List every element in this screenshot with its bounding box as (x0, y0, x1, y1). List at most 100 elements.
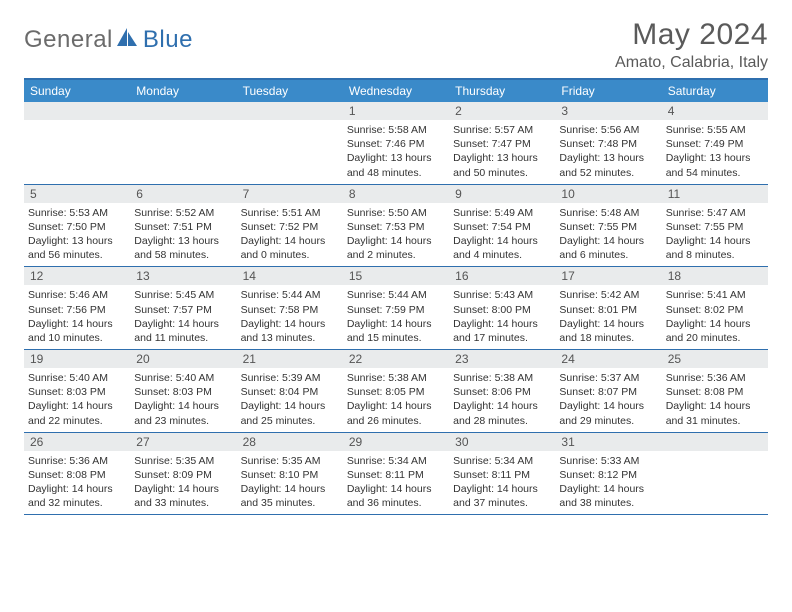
day-header: Wednesday (343, 80, 449, 102)
daylight-line2: and 8 minutes. (666, 248, 764, 262)
daylight-line1: Daylight: 14 hours (666, 399, 764, 413)
day-cell (237, 102, 343, 184)
daylight-line1: Daylight: 14 hours (559, 482, 657, 496)
sunset-text: Sunset: 7:49 PM (666, 137, 764, 151)
daylight-line2: and 23 minutes. (134, 414, 232, 428)
day-details: Sunrise: 5:38 AMSunset: 8:05 PMDaylight:… (347, 371, 445, 428)
day-number: 5 (24, 185, 130, 203)
day-details: Sunrise: 5:55 AMSunset: 7:49 PMDaylight:… (666, 123, 764, 180)
sunset-text: Sunset: 7:55 PM (559, 220, 657, 234)
day-number: 18 (662, 267, 768, 285)
day-number: 9 (449, 185, 555, 203)
day-cell: 26Sunrise: 5:36 AMSunset: 8:08 PMDayligh… (24, 433, 130, 515)
sunrise-text: Sunrise: 5:43 AM (453, 288, 551, 302)
daylight-line2: and 31 minutes. (666, 414, 764, 428)
day-details: Sunrise: 5:43 AMSunset: 8:00 PMDaylight:… (453, 288, 551, 345)
day-number: 29 (343, 433, 449, 451)
day-cell: 31Sunrise: 5:33 AMSunset: 8:12 PMDayligh… (555, 433, 661, 515)
day-number: 25 (662, 350, 768, 368)
week-row: 1Sunrise: 5:58 AMSunset: 7:46 PMDaylight… (24, 102, 768, 185)
sunset-text: Sunset: 7:51 PM (134, 220, 232, 234)
day-number: 13 (130, 267, 236, 285)
day-cell: 3Sunrise: 5:56 AMSunset: 7:48 PMDaylight… (555, 102, 661, 184)
day-cell: 16Sunrise: 5:43 AMSunset: 8:00 PMDayligh… (449, 267, 555, 349)
day-cell: 15Sunrise: 5:44 AMSunset: 7:59 PMDayligh… (343, 267, 449, 349)
daylight-line1: Daylight: 14 hours (134, 317, 232, 331)
sunrise-text: Sunrise: 5:44 AM (347, 288, 445, 302)
day-number (237, 102, 343, 120)
sunrise-text: Sunrise: 5:35 AM (134, 454, 232, 468)
daylight-line1: Daylight: 14 hours (666, 234, 764, 248)
week-row: 12Sunrise: 5:46 AMSunset: 7:56 PMDayligh… (24, 267, 768, 350)
sunset-text: Sunset: 8:02 PM (666, 303, 764, 317)
daylight-line2: and 11 minutes. (134, 331, 232, 345)
daylight-line1: Daylight: 14 hours (134, 482, 232, 496)
day-details: Sunrise: 5:35 AMSunset: 8:10 PMDaylight:… (241, 454, 339, 511)
day-number (130, 102, 236, 120)
daylight-line1: Daylight: 14 hours (559, 317, 657, 331)
logo-text-general: General (24, 26, 113, 54)
logo: General Blue (24, 26, 193, 54)
daylight-line1: Daylight: 13 hours (559, 151, 657, 165)
day-cell: 27Sunrise: 5:35 AMSunset: 8:09 PMDayligh… (130, 433, 236, 515)
daylight-line2: and 52 minutes. (559, 166, 657, 180)
daylight-line2: and 4 minutes. (453, 248, 551, 262)
sunset-text: Sunset: 7:58 PM (241, 303, 339, 317)
daylight-line1: Daylight: 14 hours (453, 317, 551, 331)
day-details: Sunrise: 5:53 AMSunset: 7:50 PMDaylight:… (28, 206, 126, 263)
location: Amato, Calabria, Italy (615, 54, 768, 72)
daylight-line1: Daylight: 14 hours (28, 317, 126, 331)
week-row: 5 Sunrise: 5:53 AMSunset: 7:50 PMDaylight… (24, 185, 768, 268)
daylight-line1: Daylight: 14 hours (241, 317, 339, 331)
day-cell: 1Sunrise: 5:58 AMSunset: 7:46 PMDaylight… (343, 102, 449, 184)
day-cell (130, 102, 236, 184)
sunrise-text: Sunrise: 5:50 AM (347, 206, 445, 220)
day-details: Sunrise: 5:51 AMSunset: 7:52 PMDaylight:… (241, 206, 339, 263)
day-number: 11 (662, 185, 768, 203)
day-cell: 14Sunrise: 5:44 AMSunset: 7:58 PMDayligh… (237, 267, 343, 349)
sunset-text: Sunset: 8:11 PM (453, 468, 551, 482)
sunset-text: Sunset: 8:03 PM (28, 385, 126, 399)
sunrise-text: Sunrise: 5:49 AM (453, 206, 551, 220)
day-number: 14 (237, 267, 343, 285)
sunset-text: Sunset: 7:54 PM (453, 220, 551, 234)
sunset-text: Sunset: 8:10 PM (241, 468, 339, 482)
sunrise-text: Sunrise: 5:38 AM (347, 371, 445, 385)
day-cell: 21Sunrise: 5:39 AMSunset: 8:04 PMDayligh… (237, 350, 343, 432)
day-header: Saturday (662, 80, 768, 102)
daylight-line1: Daylight: 14 hours (347, 399, 445, 413)
day-header: Sunday (24, 80, 130, 102)
day-cell: 10Sunrise: 5:48 AMSunset: 7:55 PMDayligh… (555, 185, 661, 267)
day-details: Sunrise: 5:34 AMSunset: 8:11 PMDaylight:… (453, 454, 551, 511)
sunrise-text: Sunrise: 5:38 AM (453, 371, 551, 385)
day-details: Sunrise: 5:36 AMSunset: 8:08 PMDaylight:… (28, 454, 126, 511)
day-cell: 17Sunrise: 5:42 AMSunset: 8:01 PMDayligh… (555, 267, 661, 349)
day-number: 7 (237, 185, 343, 203)
day-number: 23 (449, 350, 555, 368)
day-cell (24, 102, 130, 184)
day-number: 20 (130, 350, 236, 368)
daylight-line2: and 48 minutes. (347, 166, 445, 180)
logo-text-blue: Blue (143, 26, 193, 54)
daylight-line2: and 6 minutes. (559, 248, 657, 262)
sunrise-text: Sunrise: 5:56 AM (559, 123, 657, 137)
sunrise-text: Sunrise: 5:46 AM (28, 288, 126, 302)
sunset-text: Sunset: 8:04 PM (241, 385, 339, 399)
daylight-line2: and 25 minutes. (241, 414, 339, 428)
weeks-container: 1Sunrise: 5:58 AMSunset: 7:46 PMDaylight… (24, 102, 768, 515)
day-details: Sunrise: 5:40 AMSunset: 8:03 PMDaylight:… (134, 371, 232, 428)
sunset-text: Sunset: 8:09 PM (134, 468, 232, 482)
daylight-line1: Daylight: 14 hours (28, 399, 126, 413)
daylight-line2: and 50 minutes. (453, 166, 551, 180)
daylight-line1: Daylight: 13 hours (453, 151, 551, 165)
day-number: 2 (449, 102, 555, 120)
week-row: 26Sunrise: 5:36 AMSunset: 8:08 PMDayligh… (24, 433, 768, 516)
daylight-line2: and 2 minutes. (347, 248, 445, 262)
day-details: Sunrise: 5:39 AMSunset: 8:04 PMDaylight:… (241, 371, 339, 428)
sunset-text: Sunset: 7:57 PM (134, 303, 232, 317)
sunrise-text: Sunrise: 5:55 AM (666, 123, 764, 137)
day-details: Sunrise: 5:36 AMSunset: 8:08 PMDaylight:… (666, 371, 764, 428)
daylight-line1: Daylight: 13 hours (28, 234, 126, 248)
title-block: May 2024 Amato, Calabria, Italy (615, 18, 768, 72)
sunset-text: Sunset: 8:00 PM (453, 303, 551, 317)
